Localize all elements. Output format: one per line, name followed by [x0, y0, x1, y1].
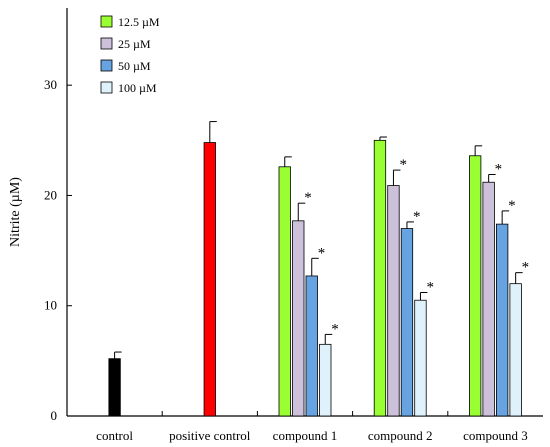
- bar-series-3: [495, 223, 509, 417]
- bar-series-3: [400, 228, 414, 417]
- bar-series-2: [292, 220, 305, 417]
- significance-star: *: [304, 190, 312, 206]
- bar-series-1: [373, 139, 387, 417]
- legend-label: 12.5 µM: [118, 15, 160, 29]
- significance-star: *: [413, 209, 421, 225]
- significance-star: *: [426, 279, 434, 295]
- y-tick-label: 0: [51, 408, 58, 423]
- legend-swatch: [100, 37, 113, 50]
- chart-legend: 12.5 µM 25 µM 50 µM 100 µM: [100, 15, 160, 95]
- x-category-label: compound 1: [273, 428, 338, 443]
- x-category-label: positive control: [169, 428, 251, 443]
- significance-star: *: [508, 198, 516, 214]
- x-category-label: compound 3: [463, 428, 528, 443]
- significance-star: *: [318, 245, 326, 261]
- bar-positive-control: [203, 142, 216, 417]
- significance-star: *: [522, 260, 530, 276]
- bar-series-4: [509, 283, 522, 417]
- y-tick-label: 10: [44, 298, 57, 313]
- bar-series-1: [278, 166, 291, 417]
- bar-series-4: [414, 299, 427, 417]
- legend-swatch: [100, 15, 113, 28]
- significance-star: *: [399, 157, 407, 173]
- legend-label: 25 µM: [118, 37, 151, 51]
- legend-swatch: [100, 81, 113, 94]
- bar-control: [108, 358, 121, 417]
- x-category-label: compound 2: [368, 428, 433, 443]
- significance-star: *: [331, 321, 339, 337]
- legend-swatch: [100, 59, 113, 72]
- bar-series-2: [387, 185, 400, 417]
- bar-series-3: [305, 275, 318, 417]
- x-category-label: control: [96, 428, 133, 443]
- bar-series-4: [319, 343, 332, 417]
- y-axis-title: Nitrite (µM): [8, 177, 23, 247]
- bar-series-2: [482, 181, 495, 417]
- bar-series-1: [468, 155, 482, 417]
- chart-error-bars: [114, 121, 523, 359]
- y-tick-label: 20: [44, 187, 57, 202]
- chart-significance-markers: * * * * * * * * *: [304, 157, 529, 337]
- chart-axes: 0 10 20 30 Nitrite (µM) control positive contr…: [8, 8, 543, 443]
- legend-label: 100 µM: [118, 81, 157, 95]
- chart-bars: [108, 139, 522, 417]
- significance-star: *: [495, 162, 503, 178]
- y-tick-label: 30: [44, 77, 57, 92]
- legend-label: 50 µM: [118, 59, 151, 73]
